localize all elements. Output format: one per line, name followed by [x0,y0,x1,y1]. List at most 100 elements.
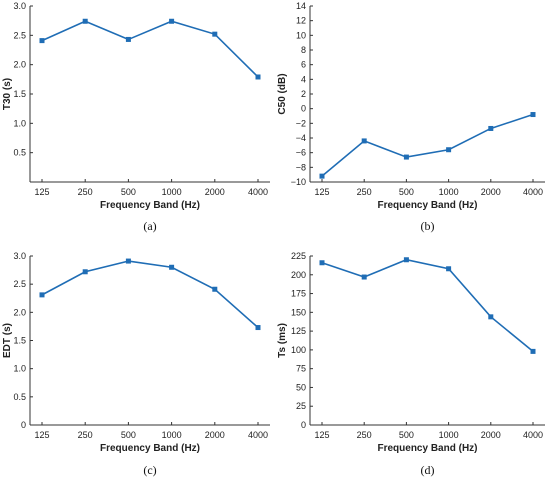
y-tick-label: −4 [296,133,306,143]
data-point [39,38,45,44]
y-tick-label: 125 [291,326,306,336]
y-tick-label: 1.0 [13,364,26,374]
y-tick-label: 0 [21,420,26,430]
panel-caption: (a) [143,219,156,233]
data-point [488,314,494,320]
x-axis-title: Frequency Band (Hz) [377,200,477,211]
x-tick-label: 250 [357,430,372,440]
data-point [319,260,325,266]
y-tick-label: 2.0 [13,60,26,70]
y-tick-label: 175 [291,289,306,299]
y-tick-label: 75 [296,364,306,374]
chart-panel-b: −10 −8 −6 −4 −2 0 2 4 6 8 10 12 14 125 250 500 1000 2000 4… [275,0,550,241]
y-tick-label: 0 [301,104,306,114]
series-line [41,260,259,329]
panel-caption: (d) [421,463,435,477]
y-tick-label: 4 [301,74,306,84]
y-tick-label: −8 [296,162,306,172]
x-tick-label: 125 [34,430,49,440]
x-tick-label: 500 [121,187,136,197]
x-tick-label: 500 [399,430,414,440]
x-tick-label: 4000 [248,430,268,440]
x-tick-label: 125 [34,187,49,197]
data-point [255,325,261,331]
y-tick-label: 225 [291,251,306,261]
x-tick-label: 4000 [523,187,543,197]
x-tick-label: 4000 [248,187,268,197]
y-tick-label: 0.5 [13,392,26,402]
y-tick-label: 2.5 [13,279,26,289]
x-tick-label: 1000 [162,187,182,197]
data-point [169,264,175,270]
x-axis-title: Frequency Band (Hz) [100,200,200,211]
series-line [321,258,534,353]
data-point [403,257,409,263]
data-point [530,348,536,354]
data-point [125,258,131,264]
y-tick-label: 200 [291,270,306,280]
data-point [212,31,218,37]
y-tick-label: 12 [296,16,306,26]
y-tick-label: −6 [296,148,306,158]
data-point [361,274,367,280]
y-tick-label: 2 [301,89,306,99]
x-tick-label: 2000 [481,187,501,197]
y-tick-label: 6 [301,60,306,70]
y-tick-label: 8 [301,45,306,55]
data-point [82,269,88,275]
y-axis-title: T30 (s) [2,78,13,110]
chart-c: 0 0.5 1.0 1.5 2.0 2.5 3.0 125 250 500 1000 2000 4000… [2,251,270,477]
y-tick-label: −10 [291,177,306,187]
y-tick-label: 0 [301,420,306,430]
y-tick-label: 14 [296,1,306,11]
y-tick-label: 2.5 [13,30,26,40]
y-axis-title: EDT (s) [2,323,13,358]
y-tick-label: 3.0 [13,1,26,11]
x-tick-label: 125 [314,430,329,440]
data-point [446,266,452,272]
data-point [169,18,175,24]
chart-a: 0.5 1.0 1.5 2.0 2.5 3.0 125 250 500 1000 2000 4000 F… [2,1,270,233]
x-tick-label: 1000 [162,430,182,440]
x-axis-title: Frequency Band (Hz) [377,443,477,454]
y-tick-label: 10 [296,30,306,40]
x-tick-label: 2000 [205,187,225,197]
y-tick-label: 25 [296,401,306,411]
chart-panel-a: 0.5 1.0 1.5 2.0 2.5 3.0 125 250 500 1000 2000 4000 F… [0,0,275,241]
x-tick-label: 500 [399,187,414,197]
x-tick-label: 1000 [439,430,459,440]
data-point [446,147,452,153]
data-point [488,125,494,131]
series-line [321,113,534,177]
y-tick-label: 150 [291,307,306,317]
y-tick-label: 50 [296,382,306,392]
chart-panel-c: 0 0.5 1.0 1.5 2.0 2.5 3.0 125 250 500 1000 2000 4000… [0,241,275,482]
y-tick-label: 3.0 [13,251,26,261]
data-point [361,138,367,144]
x-tick-label: 4000 [523,430,543,440]
x-tick-label: 2000 [205,430,225,440]
data-point [403,154,409,160]
chart-panel-d: 0 25 50 75 100 125 150 175 200 225 125 250 500 1000 20… [275,241,550,482]
y-tick-label: 1.0 [13,118,26,128]
x-tick-label: 1000 [439,187,459,197]
series-line [41,20,259,78]
x-tick-label: 250 [357,187,372,197]
y-axis-title: C50 (dB) [277,73,288,114]
data-point [319,173,325,179]
y-tick-label: −2 [296,118,306,128]
y-tick-label: 1.5 [13,89,26,99]
data-point [212,286,218,292]
x-tick-label: 250 [78,430,93,440]
data-point [125,36,131,42]
data-point [39,292,45,298]
data-point [530,112,536,118]
data-point [255,74,261,80]
y-tick-label: 0.5 [13,148,26,158]
x-tick-label: 2000 [481,430,501,440]
x-axis-title: Frequency Band (Hz) [100,443,200,454]
y-tick-label: 2.0 [13,307,26,317]
y-axis-title: Ts (ms) [277,323,288,358]
chart-d: 0 25 50 75 100 125 150 175 200 225 125 250 500 1000 20… [277,251,545,477]
panel-caption: (c) [143,463,156,477]
